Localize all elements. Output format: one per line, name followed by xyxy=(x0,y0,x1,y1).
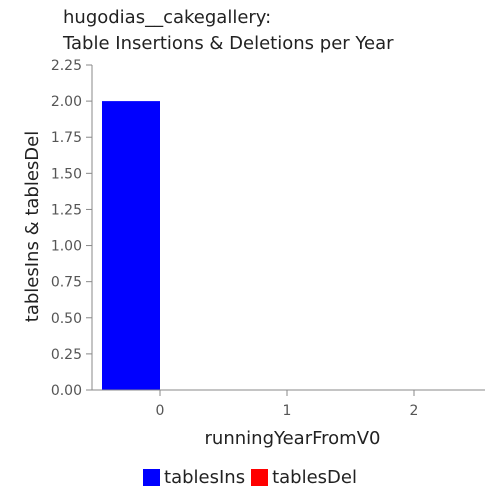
y-axis-ticks: 0.00 0.25 0.50 0.75 1.00 1.25 1.50 1.75 2.00 2.25 xyxy=(51,58,92,399)
legend-swatch-tablesdel xyxy=(251,469,269,486)
y-axis-label: tablesIns & tablesDel xyxy=(22,131,43,322)
legend-item-tablesins: tablesIns xyxy=(143,467,245,488)
legend-label-tablesdel: tablesDel xyxy=(272,467,357,488)
legend-item-tablesdel: tablesDel xyxy=(251,467,357,488)
legend-label-tablesins: tablesIns xyxy=(164,467,246,488)
x-tick-label: 2 xyxy=(410,403,419,419)
x-axis-label: runningYearFromV0 xyxy=(205,428,381,449)
y-tick-label: 1.50 xyxy=(51,166,82,182)
y-tick-label: 0.25 xyxy=(51,347,82,363)
x-tick-label: 1 xyxy=(283,403,292,419)
bar-tablesins-0 xyxy=(102,101,160,390)
chart-title-line2: Table Insertions & Deletions per Year xyxy=(63,33,394,54)
chart-title-line1: hugodias__cakegallery: xyxy=(63,7,272,28)
legend-swatch-tablesins xyxy=(143,469,161,486)
y-tick-label: 0.00 xyxy=(51,383,82,399)
y-tick-label: 2.00 xyxy=(51,94,82,110)
x-tick-label: 0 xyxy=(156,403,165,419)
y-tick-label: 1.75 xyxy=(51,130,82,146)
y-tick-label: 0.50 xyxy=(51,311,82,327)
bars xyxy=(102,101,160,390)
y-tick-label: 0.75 xyxy=(51,275,82,291)
y-tick-label: 1.00 xyxy=(51,239,82,255)
y-tick-label: 1.25 xyxy=(51,202,82,218)
y-tick-label: 2.25 xyxy=(51,58,82,74)
legend: tablesIns tablesDel xyxy=(0,467,500,488)
x-axis-ticks: 0 1 2 xyxy=(156,390,419,419)
